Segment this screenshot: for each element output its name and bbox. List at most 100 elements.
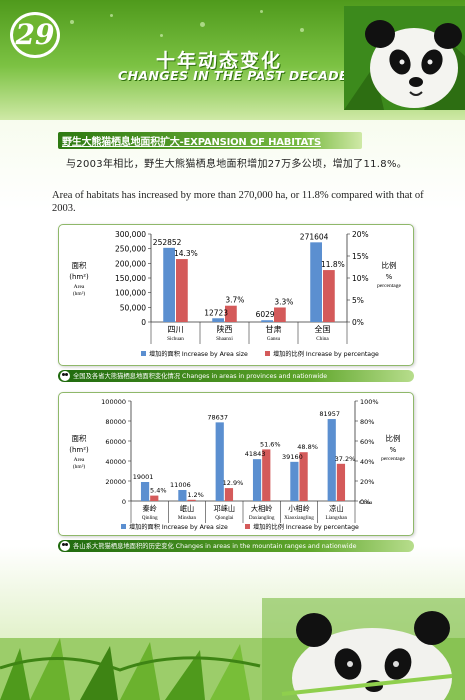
y-tick-label-right: 5% [352, 296, 364, 305]
y-tick-label-left: 0 [141, 318, 146, 327]
category-label-cn: 陕西 [217, 324, 233, 334]
data-label-percentage: 14.3% [174, 249, 198, 258]
y-tick-label-right: 60% [360, 438, 374, 446]
category-label-en: Qionglai [215, 515, 234, 521]
panda-icon [60, 371, 70, 381]
data-label-area: 12723 [204, 308, 228, 317]
y-tick-label-left: 200,000 [115, 259, 146, 268]
y-tick-label-right: 0% [352, 318, 364, 327]
data-label-percentage: 51.6% [260, 440, 281, 448]
data-label-percentage: 3.3% [274, 297, 293, 306]
data-label-area: 271604 [300, 232, 329, 241]
bar-area [212, 318, 224, 322]
y-axis-label-left-cn: 面积 [72, 433, 87, 443]
data-label-area: 41843 [245, 450, 266, 458]
body-text-cn: 与2003年相比，野生大熊猫栖息地面积增加27万多公顷，增加了11.8%。 [66, 159, 408, 170]
bar-percentage [176, 259, 188, 322]
y-axis-label-right-en: percentage [381, 456, 405, 462]
data-label-area: 78637 [207, 413, 228, 421]
y-tick-label-right: 20% [360, 478, 374, 486]
legend-swatch-percentage [265, 351, 270, 356]
y-tick-label-left: 60000 [105, 438, 126, 446]
bar-percentage [150, 495, 159, 501]
legend-label-percentage: 增加的比例 Increase by percentage [273, 350, 379, 358]
category-label-cn: 甘肃 [266, 324, 282, 334]
bar-area [290, 461, 299, 501]
data-label-percentage: 48.8% [297, 443, 318, 451]
y-axis-label-left-en-unit: (hm²) [73, 290, 86, 297]
bar-area [140, 481, 150, 501]
bar-area [252, 459, 262, 501]
data-label-area: 252852 [153, 238, 182, 247]
chart-mountains-caption-text: 各山系大熊猫栖息地面积的历史变化 Changes in areas in the… [73, 543, 357, 550]
y-axis-label-right-en: percentage [377, 283, 401, 289]
bar-area [163, 247, 175, 322]
y-tick-label-left: 80000 [105, 418, 126, 426]
data-label-area: 19001 [133, 473, 154, 481]
category-label-cn: 凉山 [329, 504, 343, 513]
data-label-area: 11006 [170, 481, 191, 489]
legend-swatch-area [121, 524, 126, 529]
y-axis-label-left-en: Area [74, 284, 85, 290]
y-axis-label-right-cn: 比例 [386, 433, 401, 443]
bar-percentage [262, 449, 271, 501]
data-label-area: 39160 [282, 453, 303, 461]
body-text-en: Area of habitats has increased by more t… [52, 190, 424, 214]
y-tick-label-left: 100,000 [115, 289, 146, 298]
legend-label-percentage: 增加的比例 Increase by percentage [253, 523, 359, 531]
bar-area [178, 489, 187, 501]
bar-percentage [224, 488, 234, 501]
y-tick-label-left: 100000 [101, 398, 126, 406]
y-tick-label-left: 150,000 [115, 274, 146, 283]
y-axis-label-left-en: Area [74, 457, 85, 463]
bar-area [327, 419, 336, 501]
page-title-en: CHANGES IN THE PAST DECADE [118, 68, 348, 83]
section-title: 野生大熊猫栖息地面积扩大-EXPANSION OF HABITATS [62, 137, 321, 148]
category-label-en: Shaanxi [216, 336, 233, 342]
y-tick-label-right: 15% [352, 252, 369, 261]
y-axis-label-left-cn: 面积 [72, 260, 87, 270]
section-title-bar [58, 132, 362, 149]
category-label-en: Xiaoxiangling [284, 515, 314, 521]
chart-provinces-caption-text: 全国及各省大熊猫栖息地面积变化情况 Changes in areas in pr… [73, 373, 328, 380]
category-label-cn: 小相岭 [288, 504, 310, 513]
category-label-en: Gansu [267, 336, 281, 342]
y-tick-label-left: 250,000 [115, 245, 146, 254]
category-label-cn: 大相岭 [251, 504, 273, 513]
y-tick-label-right: 80% [360, 418, 374, 426]
y-tick-label-right: 10% [352, 274, 369, 283]
category-label-cn: 岷山 [180, 504, 194, 513]
chart-provinces-caption: 全国及各省大熊猫栖息地面积变化情况 Changes in areas in pr… [58, 370, 414, 382]
page-number-badge: 29 [10, 12, 60, 58]
bar-percentage [187, 499, 196, 501]
bar-area [215, 422, 224, 501]
y-tick-label-left: 300,000 [115, 230, 146, 239]
y-tick-label-right: 100% [360, 398, 379, 406]
category-label-en: Qinling [142, 515, 158, 521]
panda-photo-bottom [262, 598, 465, 700]
category-label-en: Sichuan [167, 336, 184, 342]
legend-label-area: 增加的面积 Increase by Area size [129, 523, 228, 531]
page-title-cn: 十年动态变化 [156, 50, 283, 72]
category-label-en: Minshan [178, 515, 197, 521]
data-label-percentage: 11.8% [321, 260, 345, 269]
data-label-area: 6029 [256, 310, 275, 319]
y-tick-label-left: 20000 [105, 478, 126, 486]
data-label-percentage: 5.4% [150, 487, 167, 495]
panda-photo-top [344, 6, 465, 110]
bar-percentage [274, 307, 286, 322]
y-axis-label-right-unit: % [386, 273, 393, 281]
y-tick-label-left: 0 [122, 498, 126, 506]
category-label-en: China [316, 336, 329, 342]
chart-provinces-svg: 面积(hm²)Area(hm²)比例%percentage050,000100,… [69, 230, 401, 358]
bar-area [310, 242, 322, 322]
data-label-percentage: 1.2% [187, 491, 204, 499]
category-label-en: Liangshan [326, 515, 348, 521]
panda-icon [60, 541, 70, 551]
bar-percentage [299, 452, 308, 501]
bar-percentage [225, 305, 237, 322]
legend-label-area: 增加的面积 Increase by Area size [149, 350, 248, 358]
category-label-cn: 全国 [315, 324, 331, 334]
y-tick-label-left: 40000 [105, 458, 126, 466]
category-label-cn: 秦岭 [142, 504, 156, 513]
